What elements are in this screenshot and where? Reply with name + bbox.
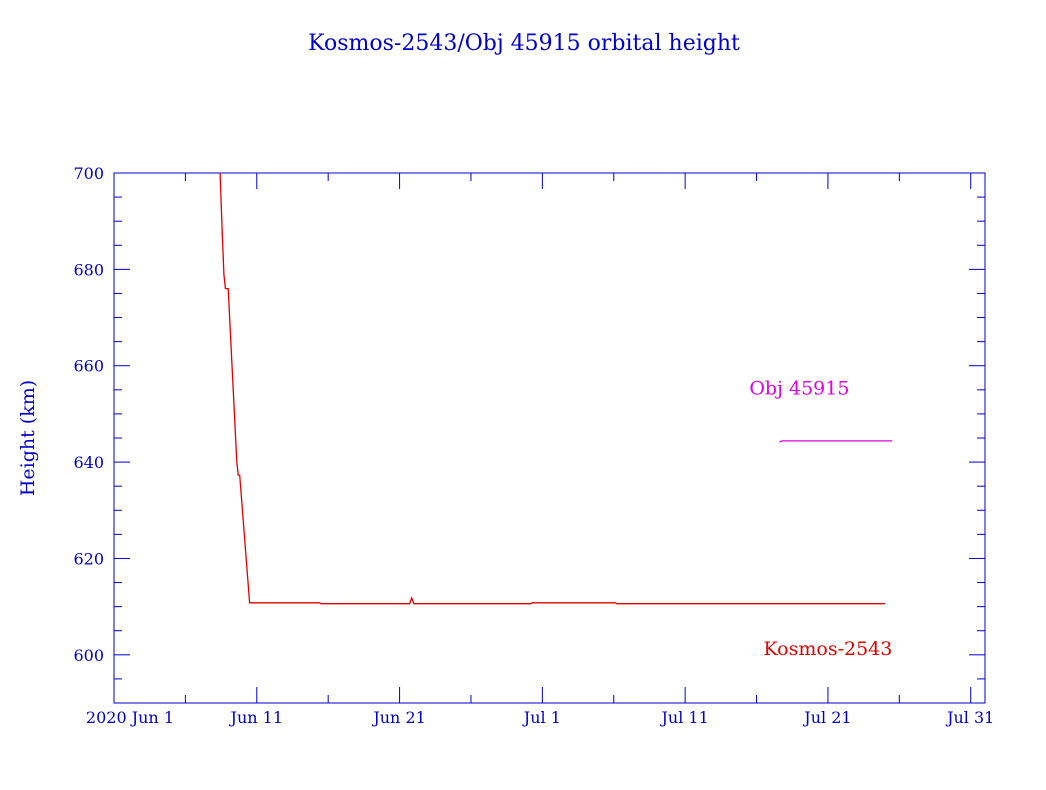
x-tick-label: Jul 11: [660, 708, 709, 727]
y-axis-label: Height (km): [17, 380, 39, 496]
x-tick-label: Jul 1: [522, 708, 561, 727]
series-group: Kosmos-2543 Obj 45915: [219, 172, 893, 660]
plot-frame: [113, 172, 986, 704]
chart-title: Kosmos-2543/Obj 45915 orbital height: [308, 31, 740, 56]
series-label: Kosmos-2543: [764, 638, 893, 660]
x-tick-label: 2020 Jun 1: [86, 708, 174, 727]
y-tick-label: 620: [73, 549, 104, 568]
series-line-obj-45915: [779, 440, 893, 443]
y-tick-label: 700: [73, 164, 104, 183]
series-label: Obj 45915: [749, 378, 849, 400]
x-tick-label: Jun 11: [229, 708, 283, 727]
axis-ticks: [113, 172, 985, 704]
tick-labels: 2020 Jun 1 Jun 11 Jun 21 Jul 1 Jul 11 Jul 21 J…: [73, 164, 994, 727]
series-line-kosmos-2543: [219, 172, 885, 605]
y-tick-label: 680: [73, 260, 104, 279]
x-tick-label: Jul 31: [945, 708, 994, 727]
y-tick-label: 640: [73, 453, 104, 472]
x-tick-label: Jun 21: [371, 708, 425, 727]
x-tick-label: Jul 21: [802, 708, 851, 727]
y-tick-label: 600: [73, 646, 104, 665]
y-tick-label: 660: [73, 357, 104, 376]
